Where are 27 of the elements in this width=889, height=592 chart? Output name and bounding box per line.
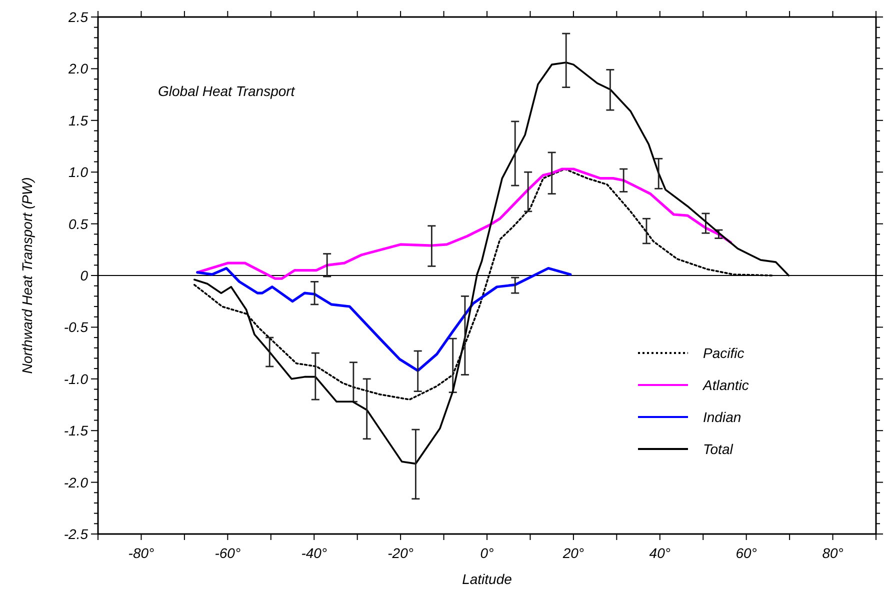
y-tick-label: 2.0 <box>68 60 88 77</box>
x-tick-label: 40° <box>649 545 671 561</box>
y-tick-label: -1.5 <box>64 422 88 439</box>
legend-label: Total <box>703 441 734 457</box>
y-tick-label: -1.0 <box>64 370 88 387</box>
y-tick-label: -2.0 <box>64 474 88 490</box>
y-tick-label: 0.5 <box>68 216 88 232</box>
x-tick-label: 80° <box>822 545 844 561</box>
y-tick-label: 1.0 <box>68 164 88 180</box>
x-tick-label: 0° <box>480 545 494 561</box>
x-tick-label: 20° <box>562 545 584 561</box>
x-tick-label: -80° <box>128 545 155 561</box>
legend-label: Indian <box>703 409 742 425</box>
y-tick-label: 1.5 <box>68 112 88 128</box>
y-tick-label: -0.5 <box>64 319 88 336</box>
legend-label: Atlantic <box>702 377 749 393</box>
x-tick-label: -60° <box>214 545 241 561</box>
y-tick-label: -2.5 <box>64 526 88 542</box>
x-tick-label: -20° <box>388 545 414 561</box>
x-axis-title: Latitude <box>462 571 512 587</box>
text: Global Heat Transport <box>158 83 296 99</box>
y-axis-title: Northward Heat Transport (PW) <box>19 177 35 374</box>
y-tick-label: 2.5 <box>68 9 88 25</box>
y-tick-label: 0 <box>80 268 88 284</box>
x-tick-label: 60° <box>736 545 758 561</box>
legend-label: Pacific <box>703 345 744 361</box>
x-tick-label: -40° <box>301 545 328 561</box>
